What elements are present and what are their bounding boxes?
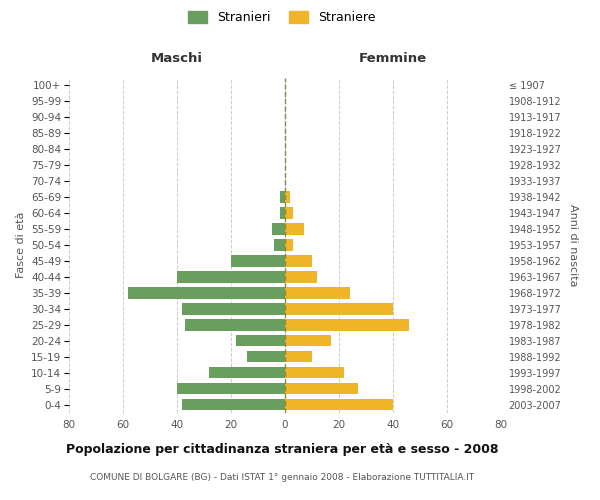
Bar [274, 240, 285, 250]
Legend: Stranieri, Straniere: Stranieri, Straniere [184, 6, 380, 29]
Bar [271, 224, 285, 235]
Bar [285, 208, 293, 219]
Bar [182, 399, 285, 410]
Bar [285, 335, 331, 346]
Bar [280, 208, 285, 219]
Bar [177, 271, 285, 282]
Bar [177, 383, 285, 394]
Bar [231, 255, 285, 266]
Text: COMUNE DI BOLGARE (BG) - Dati ISTAT 1° gennaio 2008 - Elaborazione TUTTITALIA.IT: COMUNE DI BOLGARE (BG) - Dati ISTAT 1° g… [90, 472, 474, 482]
Bar [285, 287, 350, 298]
Bar [185, 319, 285, 330]
Bar [285, 303, 393, 314]
Bar [285, 319, 409, 330]
Bar [285, 399, 393, 410]
Bar [285, 224, 304, 235]
Bar [209, 367, 285, 378]
Text: Maschi: Maschi [151, 52, 203, 64]
Y-axis label: Fasce di età: Fasce di età [16, 212, 26, 278]
Bar [236, 335, 285, 346]
Bar [128, 287, 285, 298]
Bar [285, 240, 293, 250]
Bar [285, 271, 317, 282]
Text: Femmine: Femmine [359, 52, 427, 64]
Bar [285, 351, 312, 362]
Bar [280, 192, 285, 203]
Bar [285, 383, 358, 394]
Bar [285, 255, 312, 266]
Bar [247, 351, 285, 362]
Bar [285, 192, 290, 203]
Bar [285, 367, 344, 378]
Bar [182, 303, 285, 314]
Text: Popolazione per cittadinanza straniera per età e sesso - 2008: Popolazione per cittadinanza straniera p… [66, 442, 498, 456]
Y-axis label: Anni di nascita: Anni di nascita [568, 204, 578, 286]
